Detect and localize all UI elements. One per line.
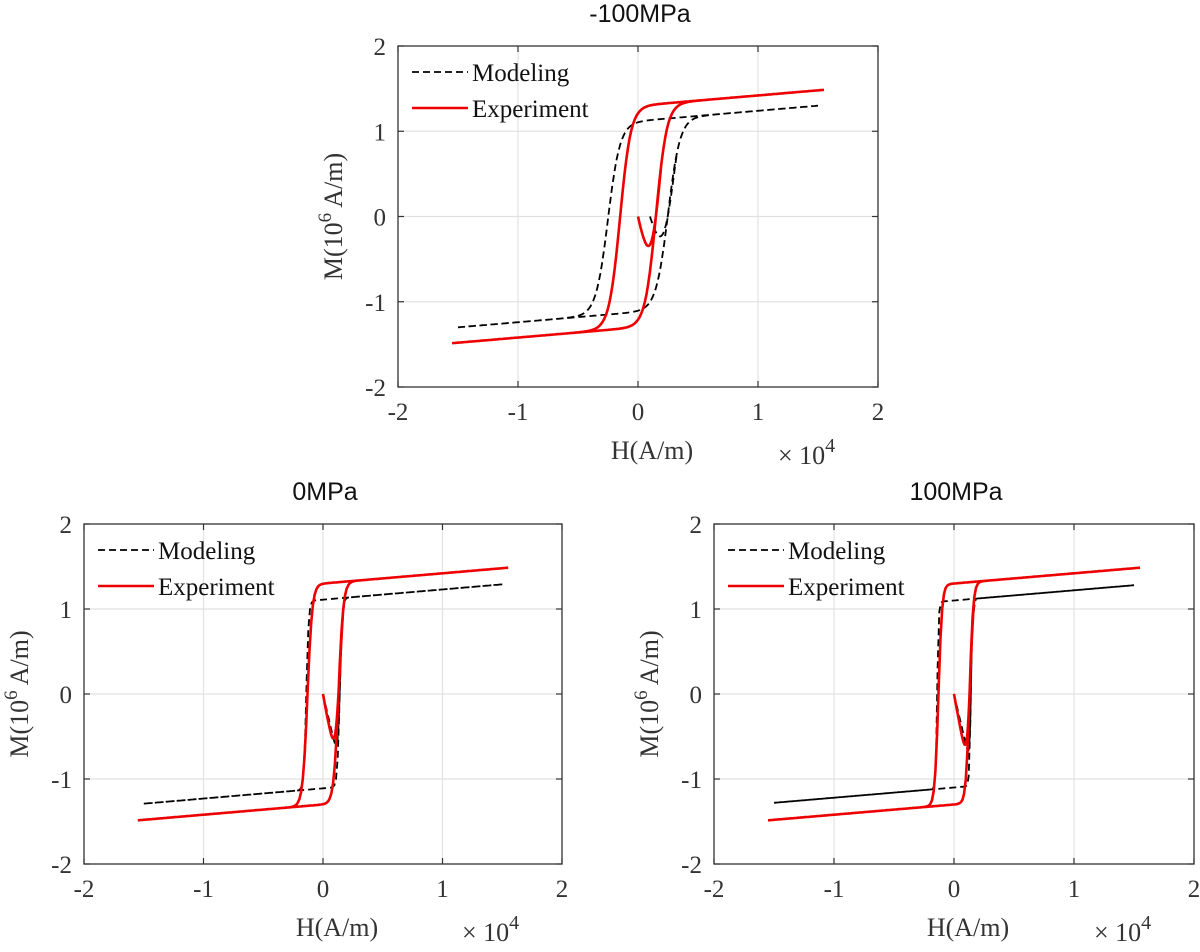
chart-top: -2 -1 0 1 2 -2 -1 0 1 2 -100MPa H(A/m) × 104 M(106 A/… bbox=[315, 0, 884, 470]
x-tick-label: 1 bbox=[1068, 876, 1081, 903]
legend-label-experiment: Experiment bbox=[472, 96, 589, 123]
legend-label-modeling: Modeling bbox=[788, 538, 886, 565]
x-tick-label: -2 bbox=[704, 876, 725, 903]
y-tick-label: 2 bbox=[374, 34, 387, 61]
y-tick-label: 1 bbox=[374, 119, 387, 146]
y-tick-label: -1 bbox=[681, 767, 702, 794]
x-tick-label: -2 bbox=[74, 876, 95, 903]
x-axis-label: H(A/m) bbox=[611, 436, 693, 465]
x-tick-label: 2 bbox=[556, 876, 569, 903]
legend-label-modeling: Modeling bbox=[472, 60, 570, 87]
y-tick-label: -1 bbox=[365, 290, 386, 317]
chart-left: -2 -1 0 1 2 -2 -1 0 1 2 0MPa H(A/m) × 104 M(106 A/m) M… bbox=[1, 478, 568, 947]
y-tick-label: -2 bbox=[681, 852, 702, 879]
y-axis-label: M(106 A/m) bbox=[315, 153, 348, 280]
x-tick-label: -1 bbox=[824, 876, 845, 903]
y-tick-label: 0 bbox=[690, 682, 703, 709]
y-tick-label: 2 bbox=[690, 512, 703, 539]
series-line-experiment bbox=[767, 566, 1141, 822]
chart-title: 100MPa bbox=[909, 478, 1002, 506]
x-tick-label: 0 bbox=[632, 399, 645, 426]
x-tick-label: 1 bbox=[752, 399, 765, 426]
legend-label-experiment: Experiment bbox=[788, 574, 905, 601]
chart-title: 0MPa bbox=[292, 478, 357, 506]
x-tick-label: -1 bbox=[193, 876, 214, 903]
x-exponent-label: × 104 bbox=[1094, 912, 1151, 947]
x-tick-label: 2 bbox=[872, 399, 885, 426]
y-tick-label: -2 bbox=[365, 375, 386, 402]
y-axis-label: M(106 A/m) bbox=[1, 630, 34, 757]
series-line-experiment bbox=[451, 88, 825, 345]
x-tick-label: 2 bbox=[1188, 876, 1200, 903]
x-tick-label: -1 bbox=[508, 399, 529, 426]
series-line-experiment bbox=[137, 566, 509, 822]
y-tick-label: 2 bbox=[60, 512, 73, 539]
y-tick-label: 1 bbox=[60, 597, 73, 624]
y-tick-label: 0 bbox=[374, 205, 387, 232]
x-tick-label: 0 bbox=[948, 876, 961, 903]
x-tick-label: 1 bbox=[436, 876, 449, 903]
chart-right: -2 -1 0 1 2 -2 -1 0 1 2 100MPa H(A/m) × 104 M(106 A/m… bbox=[631, 478, 1200, 947]
legend-label-experiment: Experiment bbox=[158, 574, 275, 601]
x-exponent-label: × 104 bbox=[462, 912, 519, 947]
x-axis-label: H(A/m) bbox=[927, 913, 1009, 942]
y-tick-label: -2 bbox=[51, 852, 72, 879]
y-tick-label: 0 bbox=[60, 682, 73, 709]
x-tick-label: 0 bbox=[317, 876, 330, 903]
x-exponent-label: × 104 bbox=[778, 435, 835, 470]
x-axis-label: H(A/m) bbox=[296, 913, 378, 942]
x-tick-label: -2 bbox=[388, 399, 409, 426]
y-tick-label: -1 bbox=[51, 767, 72, 794]
chart-title: -100MPa bbox=[589, 0, 691, 28]
y-tick-label: 1 bbox=[690, 597, 703, 624]
legend-label-modeling: Modeling bbox=[158, 538, 256, 565]
y-axis-label: M(106 A/m) bbox=[631, 630, 664, 757]
